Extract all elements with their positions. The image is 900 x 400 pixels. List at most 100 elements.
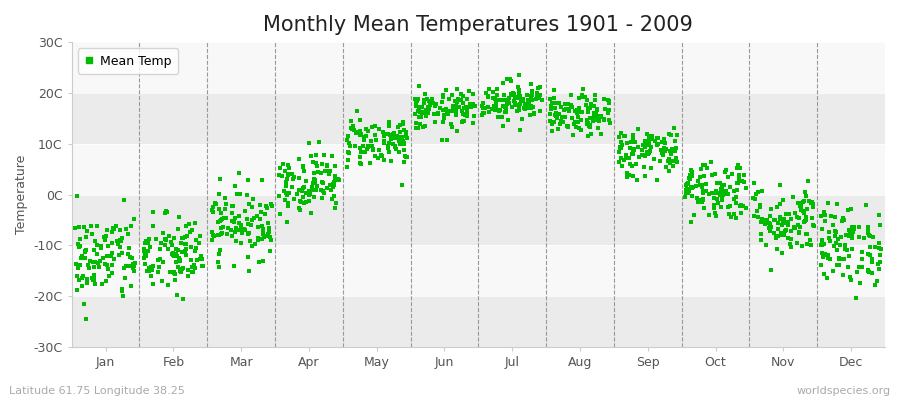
Point: [382, 131, 396, 138]
Point: [555, 119, 570, 126]
Point: [503, 76, 517, 82]
Point: [792, 200, 806, 206]
Point: [832, 255, 846, 262]
Point: [550, 114, 564, 120]
Point: [101, 266, 115, 272]
Point: [774, 230, 788, 236]
Point: [450, 96, 464, 103]
Point: [369, 137, 383, 143]
Point: [830, 247, 844, 254]
Point: [344, 125, 358, 132]
Point: [233, 240, 248, 246]
Point: [590, 114, 604, 121]
Point: [727, 210, 742, 217]
Point: [486, 89, 500, 95]
Point: [231, 170, 246, 176]
Point: [840, 247, 854, 254]
Point: [451, 104, 465, 110]
Point: [422, 106, 436, 112]
Point: [282, 171, 296, 178]
Point: [280, 176, 294, 182]
Point: [711, 200, 725, 206]
Point: [246, 196, 260, 202]
Point: [442, 96, 456, 102]
Point: [630, 177, 644, 184]
Point: [534, 92, 548, 98]
Point: [255, 223, 269, 229]
Point: [814, 237, 829, 243]
Point: [151, 269, 166, 276]
Point: [241, 221, 256, 227]
Point: [410, 103, 424, 109]
Point: [417, 100, 431, 106]
Point: [350, 129, 365, 136]
Point: [499, 104, 513, 111]
Point: [140, 268, 155, 274]
Point: [320, 184, 334, 191]
Point: [220, 214, 234, 221]
Point: [388, 142, 402, 149]
Point: [731, 180, 745, 186]
Point: [462, 88, 476, 94]
Point: [580, 132, 595, 139]
Point: [724, 203, 738, 210]
Point: [838, 246, 852, 252]
Point: [415, 110, 429, 116]
Point: [313, 170, 328, 176]
Point: [758, 216, 772, 223]
Point: [77, 249, 92, 255]
Point: [601, 98, 616, 104]
Point: [320, 163, 335, 169]
Point: [568, 118, 582, 125]
Point: [218, 206, 232, 212]
Point: [409, 98, 423, 105]
Point: [770, 226, 785, 232]
Point: [117, 197, 131, 203]
Point: [518, 100, 533, 107]
Point: [565, 132, 580, 138]
Point: [415, 109, 429, 116]
Point: [702, 191, 716, 197]
Point: [226, 202, 240, 209]
Point: [174, 269, 188, 275]
Point: [87, 258, 102, 265]
Point: [497, 92, 511, 98]
Point: [261, 225, 275, 231]
Point: [304, 183, 319, 190]
Point: [436, 92, 450, 98]
Point: [513, 101, 527, 107]
Point: [214, 210, 229, 216]
Point: [763, 228, 778, 234]
Point: [139, 248, 153, 255]
Point: [327, 193, 341, 199]
Point: [754, 219, 769, 225]
Point: [251, 237, 266, 244]
Point: [297, 184, 311, 190]
Point: [804, 242, 818, 248]
Point: [614, 144, 628, 150]
Point: [446, 103, 461, 109]
Point: [428, 101, 442, 108]
Point: [818, 212, 832, 218]
Point: [855, 256, 869, 262]
Point: [85, 231, 99, 237]
Point: [395, 134, 410, 140]
Point: [752, 203, 767, 210]
Point: [644, 165, 658, 171]
Point: [511, 94, 526, 101]
Point: [611, 158, 625, 165]
Point: [259, 232, 274, 239]
Point: [832, 262, 846, 268]
Point: [843, 206, 858, 212]
Point: [187, 220, 202, 226]
Point: [716, 191, 731, 197]
Point: [310, 187, 324, 193]
Point: [698, 188, 713, 194]
Point: [817, 252, 832, 258]
Point: [315, 195, 329, 202]
Point: [762, 220, 777, 227]
Point: [653, 158, 668, 164]
Point: [452, 104, 466, 110]
Point: [382, 149, 396, 155]
Point: [845, 246, 859, 252]
